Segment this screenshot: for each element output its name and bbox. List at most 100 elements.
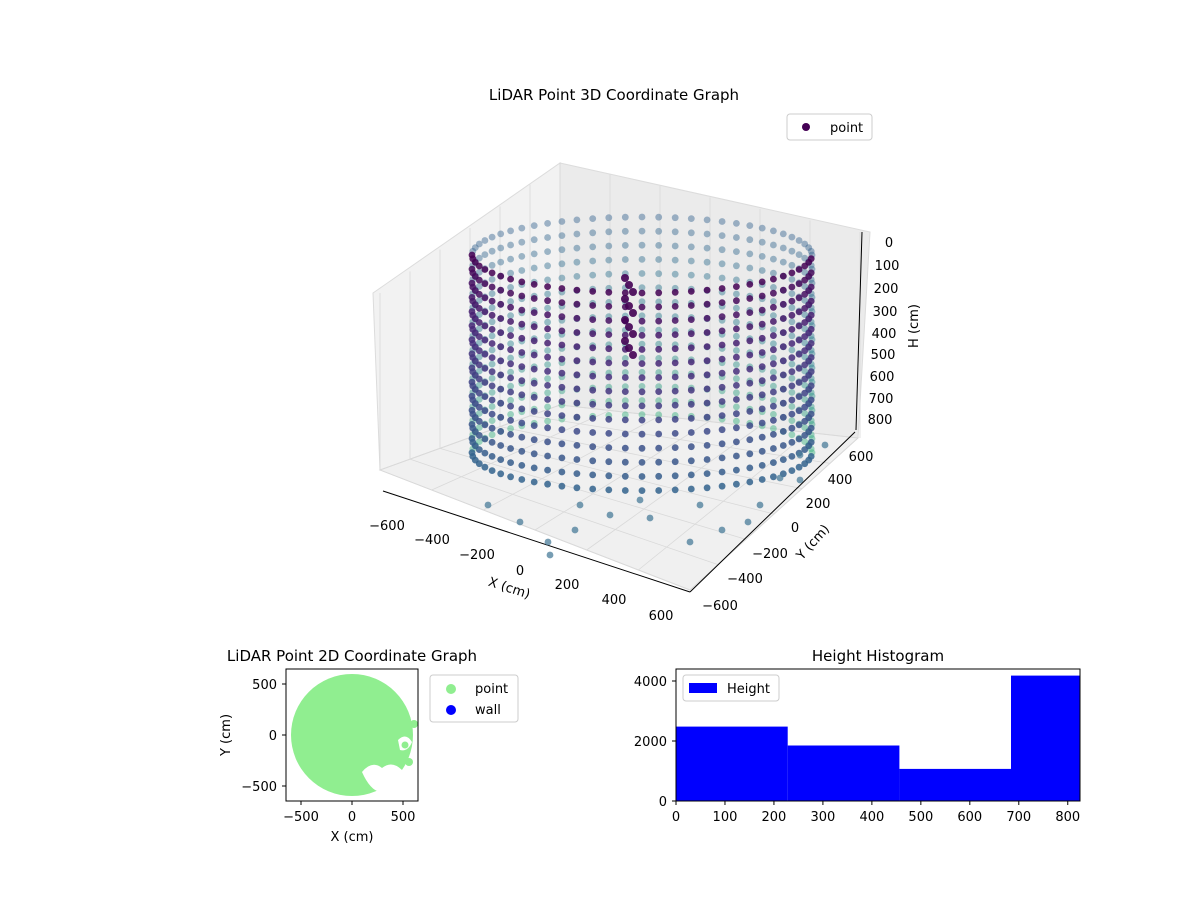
x-tick-label: 300 — [810, 810, 835, 825]
point-marker — [518, 419, 526, 427]
y-tick-label: −200 — [752, 547, 788, 562]
point-marker — [795, 280, 803, 288]
point-marker — [497, 329, 505, 336]
point-marker — [475, 395, 483, 403]
point-marker — [687, 243, 695, 251]
point-marker — [758, 292, 766, 300]
point-marker — [573, 456, 581, 463]
point-marker — [589, 215, 597, 223]
point-marker — [507, 241, 514, 249]
point-marker — [779, 399, 787, 407]
point-marker — [733, 410, 740, 418]
point-marker — [497, 371, 505, 379]
point-marker — [687, 330, 695, 338]
point-marker — [558, 383, 566, 391]
x-tick-label: 0 — [672, 810, 680, 825]
point-marker — [746, 236, 754, 244]
y-tick-label: −400 — [727, 572, 763, 587]
point-marker — [621, 289, 629, 297]
point-marker — [779, 315, 787, 322]
point-marker — [770, 473, 777, 481]
point-marker — [589, 302, 597, 309]
histogram-bars — [676, 675, 1080, 801]
point-marker — [718, 526, 726, 534]
point-marker — [733, 220, 740, 227]
gap-region — [362, 764, 405, 795]
point-marker — [733, 396, 740, 403]
point-marker — [621, 416, 629, 424]
point-marker — [481, 449, 489, 457]
point-marker — [589, 415, 597, 422]
point-marker — [481, 350, 489, 358]
x-tick-label: 700 — [1006, 810, 1031, 825]
x-tick-label: 600 — [649, 609, 674, 624]
point-marker — [801, 410, 809, 417]
point-marker — [573, 484, 581, 492]
point-marker — [655, 355, 663, 362]
x-tick-label: 0 — [516, 564, 524, 579]
point-marker — [638, 487, 646, 494]
point-marker — [733, 438, 740, 446]
point-marker — [621, 402, 629, 410]
point-marker — [488, 424, 496, 432]
point-marker — [788, 297, 796, 305]
point-marker — [589, 400, 597, 408]
grid-line — [379, 469, 691, 591]
point-marker — [507, 255, 514, 263]
point-marker — [544, 318, 551, 326]
point-marker — [821, 441, 829, 449]
point-marker — [779, 371, 787, 379]
point-marker — [770, 275, 777, 283]
point-marker — [788, 233, 796, 241]
point-marker — [558, 299, 566, 306]
point-marker — [756, 501, 764, 509]
point-marker — [475, 311, 483, 318]
x-tick-label: 400 — [602, 593, 627, 608]
point-marker — [801, 311, 809, 318]
point-marker — [687, 443, 695, 451]
point-marker — [687, 400, 695, 408]
point-marker — [733, 276, 740, 284]
point-marker — [605, 242, 613, 250]
point-marker — [544, 438, 551, 446]
point-marker — [558, 355, 566, 363]
point-marker — [638, 270, 646, 277]
point-marker — [530, 264, 538, 272]
legend-label: point — [830, 121, 863, 136]
point-marker — [507, 318, 514, 325]
point-marker — [589, 443, 597, 451]
point-marker — [671, 359, 679, 367]
point-marker — [544, 297, 551, 305]
point-marker — [655, 345, 663, 353]
point-marker — [801, 432, 809, 439]
point-marker — [544, 220, 551, 227]
point-marker — [573, 343, 581, 350]
point-marker — [770, 459, 777, 466]
point-marker — [779, 244, 787, 252]
point-marker — [687, 386, 695, 394]
point-marker — [655, 289, 663, 297]
histogram-title: Height Histogram — [812, 647, 944, 665]
point-marker — [621, 256, 629, 263]
point-marker — [629, 309, 637, 317]
point-marker — [703, 484, 711, 492]
point-marker — [518, 292, 526, 300]
point-marker — [530, 222, 538, 230]
point-marker — [475, 381, 483, 389]
point-marker — [589, 271, 597, 279]
point-marker — [779, 329, 787, 336]
y-tick-label: 0 — [659, 795, 667, 810]
point-marker — [518, 405, 526, 413]
point-marker — [687, 215, 695, 223]
point-marker — [758, 447, 766, 455]
point-marker — [795, 365, 803, 372]
point-marker — [638, 459, 646, 466]
point-marker — [687, 344, 695, 352]
point-marker — [481, 421, 489, 429]
point-marker — [733, 389, 740, 397]
point-marker — [558, 327, 566, 335]
point-marker — [655, 312, 663, 320]
point-marker — [573, 385, 581, 393]
point-marker — [671, 472, 679, 480]
point-marker — [703, 244, 711, 252]
